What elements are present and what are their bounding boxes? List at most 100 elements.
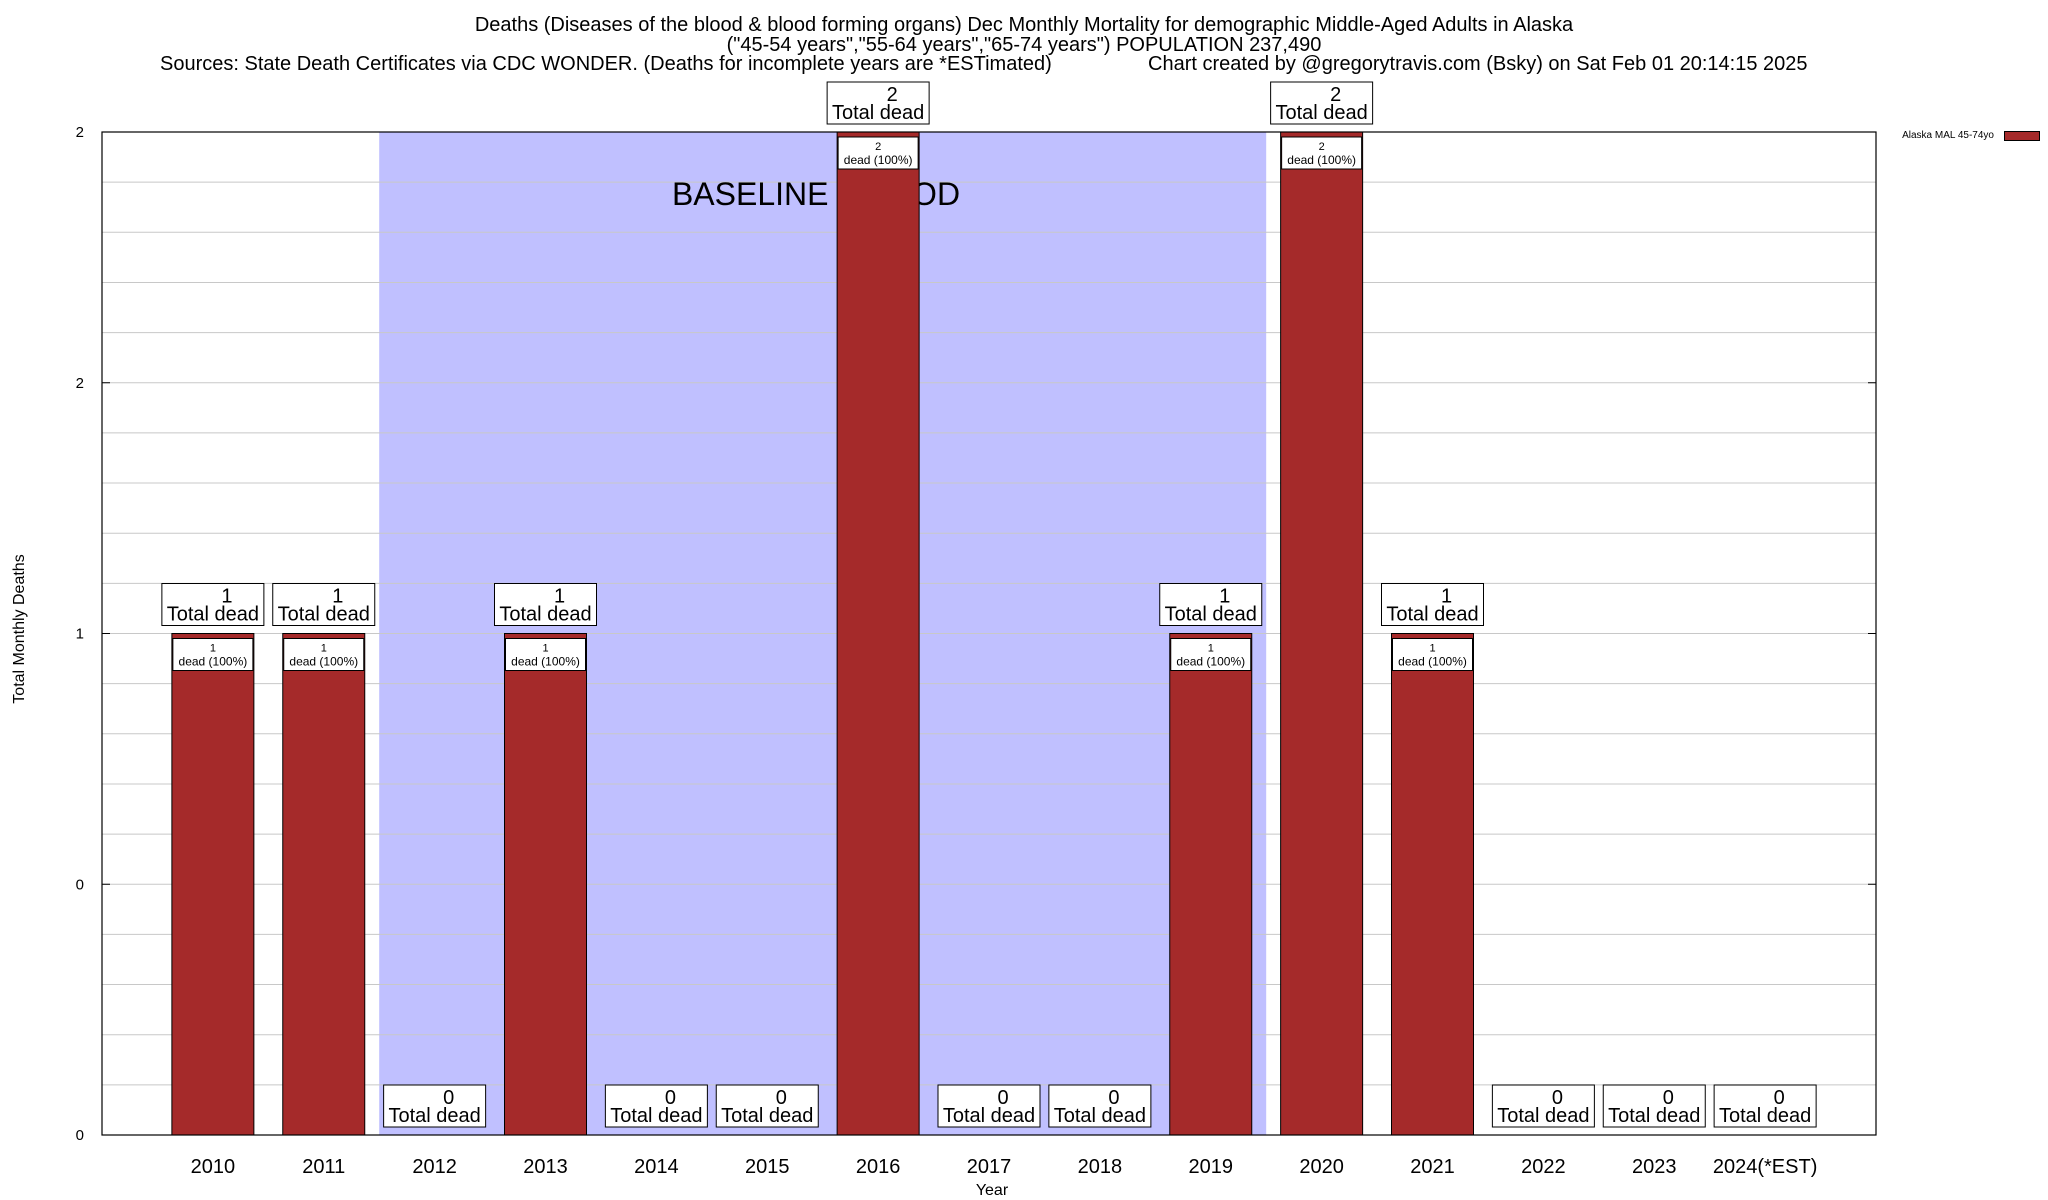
chart-credit: Chart created by @gregorytravis.com (Bsk…: [1148, 53, 1808, 75]
bar: [171, 633, 255, 1136]
x-tick-label: 2024(*EST): [1713, 1156, 1818, 1178]
total-label-box: [383, 1084, 487, 1128]
x-tick-label: 2020: [1299, 1156, 1344, 1178]
total-label: Total dead: [1054, 1105, 1146, 1127]
total-label-box: [272, 583, 376, 626]
bar-inner-label-box: [172, 638, 254, 671]
bar-inner-label-box: [505, 638, 586, 671]
total-label: Total dead: [1386, 604, 1478, 626]
total-label: Total dead: [167, 604, 259, 626]
total-value: 0: [665, 1087, 676, 1109]
x-tick-label: 2011: [302, 1156, 345, 1178]
x-tick-label: 2016: [856, 1156, 901, 1178]
bar: [1169, 633, 1253, 1136]
chart-subtitle: ("45-54 years","55-64 years","65-74 year…: [726, 34, 1322, 56]
bar-inner-value: 1: [1429, 643, 1435, 655]
x-tick-label: 2022: [1521, 1156, 1566, 1178]
x-tick-label: 2021: [1410, 1156, 1455, 1178]
total-value: 1: [554, 586, 565, 608]
total-label-box: [161, 583, 265, 626]
bar-inner-label: dead (100%): [511, 655, 580, 669]
bar-inner-label: dead (100%): [1398, 655, 1467, 669]
total-value: 0: [1774, 1087, 1785, 1109]
bar-inner-label: dead (100%): [1176, 655, 1245, 669]
total-label-box: [1381, 583, 1484, 626]
legend-swatch: [2004, 130, 2040, 141]
x-tick-label: 2019: [1189, 1156, 1234, 1178]
total-value: 0: [997, 1087, 1008, 1109]
y-tick-label: 1: [76, 626, 84, 643]
total-value: 0: [1663, 1087, 1674, 1109]
total-label-box: [715, 1084, 819, 1128]
total-label-box: [1270, 81, 1374, 125]
x-axis-title: Year: [975, 1182, 1009, 1199]
bar-inner-label: dead (100%): [1287, 153, 1356, 167]
bar-inner-value: 1: [321, 643, 327, 655]
total-label-box: [1491, 1084, 1595, 1128]
bar-inner-label: dead (100%): [289, 655, 358, 669]
bar: [504, 633, 587, 1136]
total-value: 0: [776, 1087, 787, 1109]
y-tick-label: 2: [76, 124, 84, 141]
total-label-box: [937, 1084, 1041, 1128]
total-label-box: [604, 1084, 708, 1128]
bar: [836, 131, 920, 1136]
total-value: 1: [332, 586, 343, 608]
bar-inner-label-box: [1170, 638, 1252, 671]
x-tick-label: 2013: [523, 1156, 568, 1178]
plot-frame: [101, 131, 1877, 1136]
total-label-box: [1713, 1084, 1817, 1128]
total-value: 1: [1219, 586, 1230, 608]
total-label: Total dead: [1608, 1105, 1700, 1127]
y-tick-label: 0: [76, 876, 84, 893]
bar-inner-value: 1: [542, 643, 548, 655]
y-tick-label: 0: [76, 1127, 84, 1144]
bar: [1391, 633, 1474, 1136]
total-label-box: [494, 583, 597, 626]
bar: [282, 633, 366, 1136]
bar-inner-label-box: [283, 638, 365, 671]
x-tick-label: 2018: [1078, 1156, 1123, 1178]
total-value: 1: [1441, 586, 1452, 608]
x-tick-label: 2012: [412, 1156, 457, 1178]
y-axis-title: Total Monthly Deaths: [11, 554, 28, 704]
chart-title: Deaths (Diseases of the blood & blood fo…: [474, 14, 1574, 36]
total-label: Total dead: [610, 1105, 702, 1127]
bar-inner-value: 2: [1319, 141, 1325, 153]
bar-inner-value: 1: [1208, 643, 1214, 655]
total-label-box: [1159, 583, 1263, 626]
total-label: Total dead: [388, 1105, 480, 1127]
bar-inner-label-box: [1392, 638, 1473, 671]
legend-label: Alaska MAL 45-74yo: [1902, 130, 1994, 141]
y-tick-label: 2: [76, 375, 84, 392]
x-tick-label: 2017: [967, 1156, 1012, 1178]
total-value: 0: [1108, 1087, 1119, 1109]
total-label-box: [1048, 1084, 1152, 1128]
bar-inner-label: dead (100%): [179, 655, 248, 669]
bar-inner-value: 1: [210, 643, 216, 655]
bar-inner-value: 2: [875, 141, 881, 153]
total-value: 0: [1552, 1087, 1563, 1109]
total-label: Total dead: [943, 1105, 1035, 1127]
total-label-box: [1602, 1084, 1706, 1128]
x-tick-label: 2015: [745, 1156, 790, 1178]
bar-inner-label: dead (100%): [844, 153, 913, 167]
total-label: Total dead: [278, 604, 370, 626]
bar-inner-label-box: [837, 136, 919, 170]
total-label: Total dead: [832, 102, 924, 124]
bar: [1280, 131, 1364, 1136]
total-label: Total dead: [1497, 1105, 1589, 1127]
chart-source-note: Sources: State Death Certificates via CD…: [160, 53, 1052, 75]
x-tick-label: 2023: [1632, 1156, 1677, 1178]
total-label: Total dead: [499, 604, 591, 626]
total-label: Total dead: [1165, 604, 1257, 626]
chart-legend: Alaska MAL 45-74yo: [1902, 130, 2040, 141]
total-value: 2: [1330, 84, 1341, 106]
total-value: 0: [443, 1087, 454, 1109]
total-value: 1: [221, 586, 232, 608]
bar-inner-label-box: [1281, 136, 1363, 170]
x-tick-label: 2014: [634, 1156, 679, 1178]
total-label: Total dead: [1275, 102, 1367, 124]
total-value: 2: [887, 84, 898, 106]
